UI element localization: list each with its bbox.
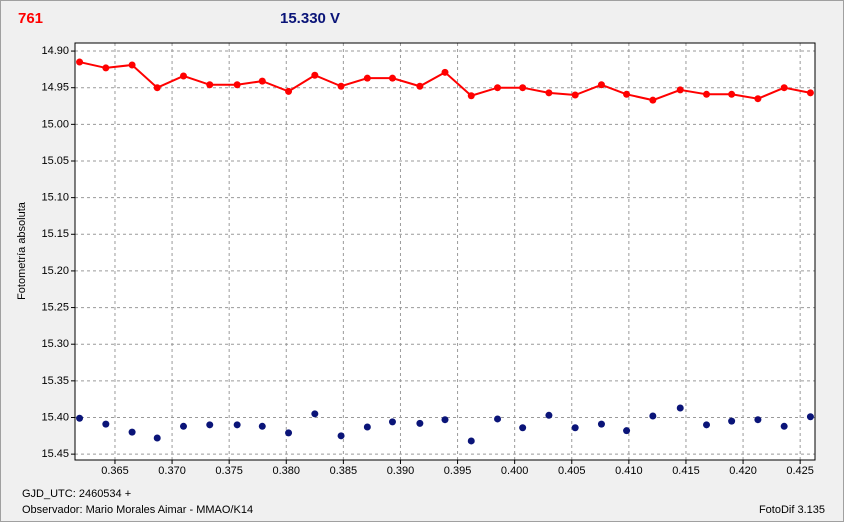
data-point — [153, 84, 161, 92]
data-point — [728, 417, 736, 425]
data-point — [285, 429, 293, 437]
x-tick-label: 0.400 — [501, 465, 529, 477]
data-point — [623, 427, 631, 435]
plot-border — [74, 42, 816, 461]
data-point — [206, 421, 214, 429]
data-point — [676, 404, 684, 412]
y-tick-label: 15.40 — [41, 411, 69, 423]
y-tick-label: 15.35 — [41, 375, 69, 387]
data-point — [545, 89, 553, 97]
y-tick-label: 14.95 — [41, 82, 69, 94]
y-tick-label: 15.45 — [41, 448, 69, 460]
data-point — [153, 434, 161, 442]
data-point — [754, 95, 762, 103]
x-tick-label: 0.370 — [158, 465, 186, 477]
data-point — [571, 91, 579, 99]
data-point — [76, 414, 84, 422]
data-point — [441, 68, 449, 76]
data-point — [363, 74, 371, 82]
y-tick-label: 15.30 — [41, 338, 69, 350]
data-point — [311, 410, 319, 418]
data-point — [363, 423, 371, 431]
y-tick-label: 15.05 — [41, 155, 69, 167]
data-point — [416, 82, 424, 90]
data-point — [337, 432, 345, 440]
data-point — [806, 89, 814, 97]
x-tick-label: 0.405 — [558, 465, 586, 477]
series-header: 761 — [18, 10, 43, 27]
data-point — [754, 416, 762, 424]
data-point — [258, 77, 266, 85]
y-axis-label: Fotometría absoluta — [16, 201, 28, 300]
data-point — [337, 82, 345, 90]
data-point — [467, 437, 475, 445]
data-point — [179, 72, 187, 80]
data-point — [597, 81, 605, 89]
data-point — [76, 58, 84, 66]
data-point — [128, 61, 136, 69]
footer-text: Observador: Mario Morales Aimar - MMAO/K… — [22, 504, 253, 516]
y-tick-label: 15.20 — [41, 265, 69, 277]
plot-area — [75, 43, 815, 460]
data-point — [388, 74, 396, 82]
data-point — [649, 96, 657, 104]
data-point — [703, 90, 711, 98]
data-point — [388, 418, 396, 426]
x-tick-label: 0.390 — [387, 465, 415, 477]
data-point — [441, 416, 449, 424]
data-point — [519, 424, 527, 432]
data-point — [233, 421, 241, 429]
data-point — [206, 81, 214, 89]
y-tick-label: 15.15 — [41, 228, 69, 240]
data-point — [258, 422, 266, 430]
data-point — [102, 420, 110, 428]
data-point — [780, 422, 788, 430]
data-point — [780, 84, 788, 92]
x-tick-label: 0.380 — [272, 465, 300, 477]
y-tick-label: 14.90 — [41, 45, 69, 57]
x-tick-label: 0.385 — [330, 465, 358, 477]
data-point — [676, 86, 684, 94]
data-point — [519, 84, 527, 92]
footer-text: FotoDif 3.135 — [759, 504, 825, 516]
y-tick-label: 15.25 — [41, 301, 69, 313]
x-tick-label: 0.415 — [672, 465, 700, 477]
footer-text: GJD_UTC: 2460534 + — [22, 488, 131, 500]
data-point — [494, 84, 502, 92]
x-tick-label: 0.425 — [786, 465, 814, 477]
data-point — [102, 64, 110, 72]
data-point — [728, 90, 736, 98]
data-point — [649, 412, 657, 420]
y-tick-label: 15.10 — [41, 192, 69, 204]
data-point — [597, 420, 605, 428]
x-tick-label: 0.410 — [615, 465, 643, 477]
x-tick-label: 0.365 — [101, 465, 129, 477]
data-point — [311, 71, 319, 79]
data-point — [179, 422, 187, 430]
y-tick-label: 15.00 — [41, 118, 69, 130]
x-tick-label: 0.420 — [729, 465, 757, 477]
data-point — [233, 81, 241, 89]
series-header: 15.330 V — [280, 10, 340, 27]
data-point — [285, 87, 293, 95]
data-point — [467, 92, 475, 100]
data-point — [494, 415, 502, 423]
data-point — [128, 428, 136, 436]
data-point — [416, 419, 424, 427]
data-point — [571, 424, 579, 432]
data-point — [703, 421, 711, 429]
x-tick-label: 0.395 — [444, 465, 472, 477]
x-tick-label: 0.375 — [215, 465, 243, 477]
data-point — [545, 411, 553, 419]
data-point — [623, 90, 631, 98]
data-point — [806, 413, 814, 421]
